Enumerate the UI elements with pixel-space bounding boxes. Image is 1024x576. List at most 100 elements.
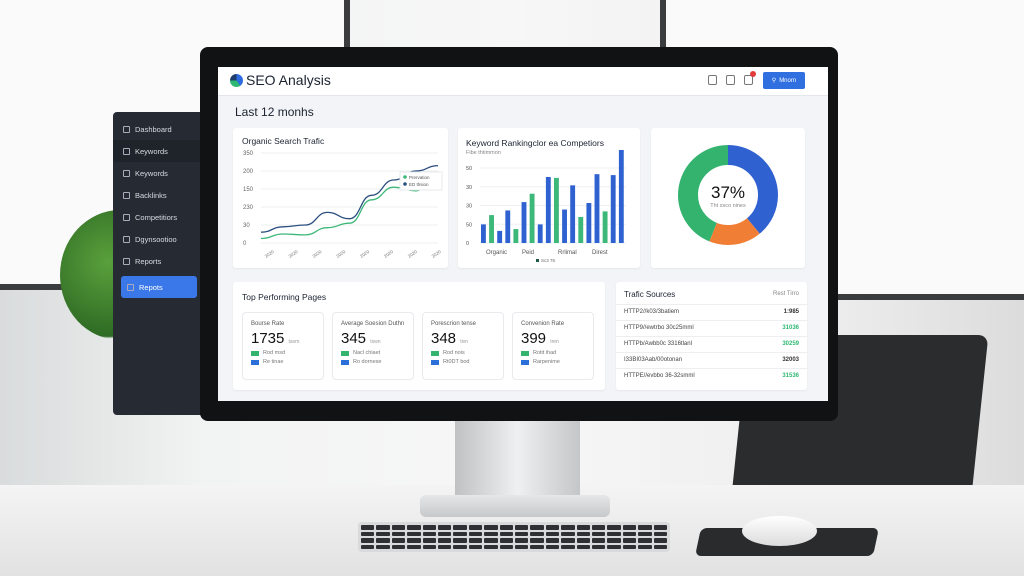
key	[545, 544, 560, 549]
key	[422, 525, 436, 530]
keywords-icon	[123, 147, 130, 155]
key	[361, 531, 375, 536]
legend-marker	[403, 175, 407, 179]
sidebar-item[interactable]: Keywords	[113, 162, 205, 184]
logo-icon	[230, 74, 243, 87]
metric-value: 1735	[251, 330, 285, 347]
sidebar-item[interactable]: Dgynsootioo	[113, 228, 205, 250]
legend-label: ED thsion	[409, 182, 429, 187]
keyword-ranking-card: Keyword Rankingclor ea Competiors Fibe t…	[458, 128, 640, 268]
key	[453, 538, 467, 543]
key	[361, 544, 375, 549]
key	[530, 525, 544, 530]
bar	[586, 203, 592, 243]
key	[653, 531, 667, 536]
key	[622, 538, 637, 543]
metric-card: Porescrion tense 348 tivn Rod nois Rt0DT …	[422, 312, 504, 380]
key	[376, 525, 390, 530]
key	[530, 544, 544, 549]
donut-caption: Tht xsco nines	[710, 203, 746, 209]
traffic-value: 31536	[782, 373, 799, 379]
x-tick-label: 2020	[335, 249, 346, 259]
sidebar-item[interactable]: Competitiors	[113, 206, 205, 228]
x-tick-label: 2020	[359, 249, 370, 259]
key	[468, 531, 483, 536]
search-button[interactable]: ⚲ Mnorn	[763, 72, 805, 89]
traffic-row[interactable]: HTTP9//ewtrbo 30c25mml 31036	[616, 320, 807, 336]
key	[591, 538, 606, 543]
search-icon: ⚲	[771, 78, 777, 84]
key	[484, 538, 498, 543]
key	[545, 538, 560, 543]
sidebar-item-label: Competitiors	[135, 212, 178, 222]
key	[638, 531, 652, 536]
sidebar-item[interactable]: Dashboard	[113, 118, 205, 140]
x-label: Peid	[522, 250, 534, 256]
x-label: Organic	[486, 250, 507, 256]
legend-label: Prervation	[409, 175, 430, 180]
legend-marker	[536, 259, 539, 262]
metric-card: Bourse Rate 1735 tavm Rod msd Re tinae	[242, 312, 324, 380]
traffic-url: HTTP2//k03/3batiem	[624, 309, 680, 315]
y-tick-label: 350	[243, 151, 254, 157]
monitor-stand-base	[420, 495, 610, 517]
bar-chart: 50 30 30 50 0 Organic Peid Rrlimal Direst Sc3 76	[466, 150, 626, 263]
metric-row-icon	[431, 359, 439, 365]
key	[638, 544, 652, 549]
reports-icon	[127, 283, 134, 291]
x-tick-label: 2020	[288, 249, 299, 259]
key	[561, 538, 575, 543]
traffic-row[interactable]: I33BI03Aab/00otonan 32003	[616, 352, 807, 368]
bar	[618, 150, 624, 243]
grid-icon	[123, 235, 130, 243]
key	[530, 531, 544, 536]
key	[407, 531, 421, 536]
mouse	[742, 516, 817, 546]
bar	[537, 224, 543, 243]
key	[453, 525, 467, 530]
organic-traffic-card: Organic Search Trafic 350 200 150 230 30 0 202…	[233, 128, 448, 268]
metric-unit: tren	[550, 339, 559, 345]
metric-value: 345	[341, 330, 367, 347]
bar	[554, 177, 559, 243]
help-icon[interactable]	[726, 75, 735, 85]
key	[561, 544, 575, 549]
key	[622, 525, 637, 530]
dashboard-screen: SEO Analysis ⚲ Mnorn Last 12 monhs Organi…	[218, 67, 828, 401]
traffic-row[interactable]: HTTPE//evbbo 36-32smml 31536	[616, 368, 807, 384]
bar	[602, 211, 608, 243]
metric-row-icon	[431, 350, 439, 356]
donut-segment	[678, 145, 778, 245]
bell-icon[interactable]	[744, 75, 753, 85]
sidebar-item[interactable]: Reports	[113, 250, 205, 272]
traffic-row[interactable]: HTTPb/Awbb0c 3316tlanl 30259	[616, 336, 807, 352]
traffic-url: HTTPE//evbbo 36-32smml	[624, 373, 695, 379]
metric-row-icon	[521, 359, 529, 365]
share-icon[interactable]	[708, 75, 717, 85]
top-pages-card: Top Performing Pages Bourse Rate 1735 ta…	[233, 282, 605, 390]
key	[499, 544, 513, 549]
legend	[399, 171, 443, 191]
sidebar-item[interactable]: Repots	[121, 276, 197, 298]
donut-chart	[678, 145, 778, 245]
donut-value: 37%	[710, 183, 746, 202]
key	[514, 525, 529, 530]
keyboard	[358, 522, 670, 552]
metric-unit: tswn	[370, 339, 381, 345]
key	[437, 544, 452, 549]
key	[591, 544, 606, 549]
key	[391, 531, 406, 536]
y-tick-label: 150	[243, 187, 254, 193]
sidebar-item-label: Dgynsootioo	[135, 234, 177, 244]
sidebar-item[interactable]: Keywords	[113, 140, 205, 162]
key	[530, 538, 544, 543]
metric-label: Porescrion tense	[431, 321, 477, 327]
metric-card: Convenion Rate 399 tren Rotit ihad Rarpen…	[512, 312, 594, 380]
sidebar-item[interactable]: Backlinks	[113, 184, 205, 206]
key	[376, 544, 390, 549]
traffic-row[interactable]: HTTP2//k03/3batiem 1:985	[616, 304, 807, 320]
bar	[497, 230, 503, 243]
key	[514, 538, 529, 543]
key	[422, 531, 436, 536]
sidebar-item-label: Keywords	[135, 168, 168, 178]
